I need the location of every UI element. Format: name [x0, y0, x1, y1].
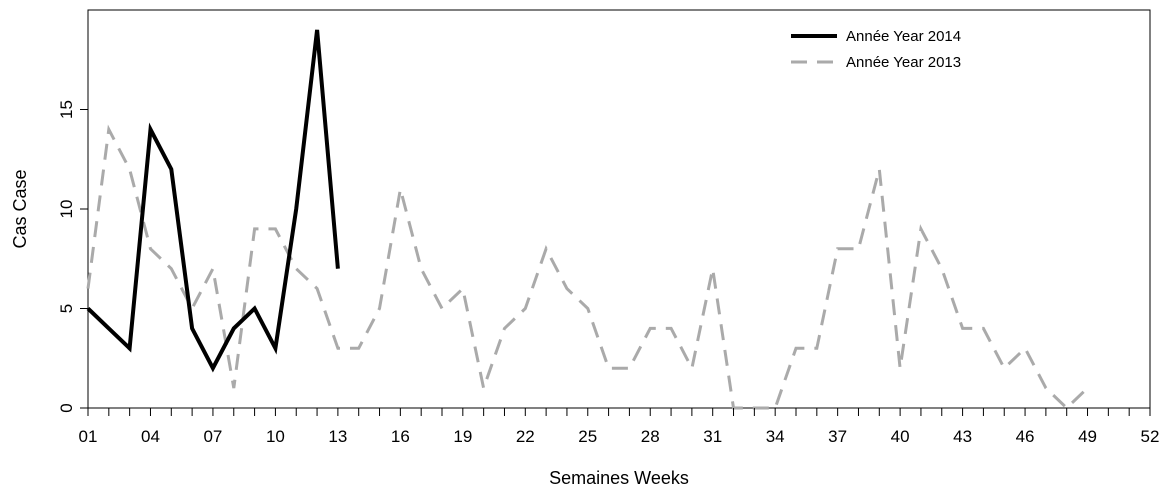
legend-label-0: Année Year 2014	[846, 28, 961, 45]
x-tick-label: 28	[641, 427, 660, 446]
y-axis-title: Cas Case	[10, 169, 30, 248]
x-tick-label: 52	[1141, 427, 1160, 446]
y-tick-label: 5	[57, 304, 76, 313]
series-line-1	[86, 124, 1089, 411]
x-tick-label: 19	[453, 427, 472, 446]
x-tick-label: 43	[953, 427, 972, 446]
x-tick-label: 16	[391, 427, 410, 446]
y-tick-label: 0	[57, 403, 76, 412]
x-tick-label: 31	[703, 427, 722, 446]
x-tick-label: 34	[766, 427, 785, 446]
x-tick-label: 37	[828, 427, 847, 446]
x-tick-label: 22	[516, 427, 535, 446]
x-tick-label: 49	[1078, 427, 1097, 446]
y-tick-label: 10	[57, 200, 76, 219]
x-tick-label: 07	[203, 427, 222, 446]
x-tick-label: 01	[79, 427, 98, 446]
x-tick-label: 25	[578, 427, 597, 446]
series-line-0	[86, 29, 340, 373]
x-tick-label: 13	[328, 427, 347, 446]
x-tick-label: 10	[266, 427, 285, 446]
x-tick-label: 46	[1016, 427, 1035, 446]
y-tick-label: 15	[57, 100, 76, 119]
series-layer	[86, 29, 1089, 411]
x-tick-label: 04	[141, 427, 160, 446]
legend-label-1: Année Year 2013	[846, 54, 961, 71]
legend: Année Year 2014 Année Year 2013	[791, 28, 961, 71]
axes-layer: 01 04 07 10 13 16 19 22 25 28 31 34 37 40 43 46 49 52 0 5 10…	[57, 100, 1159, 446]
x-axis-title: Semaines Weeks	[549, 468, 689, 488]
plot-frame	[87, 9, 1151, 409]
x-tick-label: 40	[891, 427, 910, 446]
plot-area	[87, 9, 1151, 409]
